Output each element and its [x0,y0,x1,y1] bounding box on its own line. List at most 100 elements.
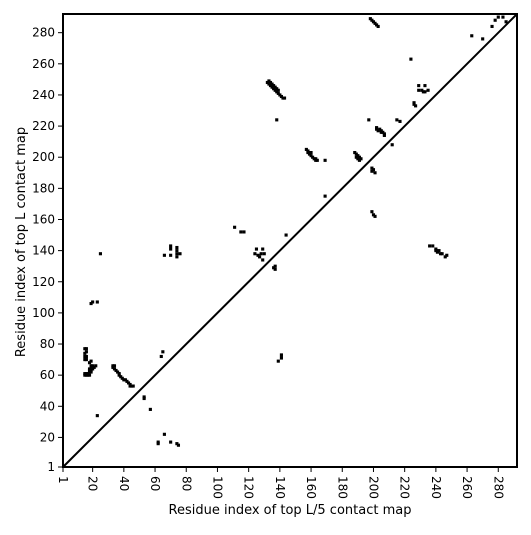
contact-point-upper [390,143,394,147]
y-tick-label: 20 [40,430,55,444]
y-tick-label: 40 [40,399,55,413]
contact-point-upper [359,157,363,161]
contact-point-upper [398,119,402,123]
contact-point-upper [371,20,376,24]
contact-point-lower [279,353,283,357]
contact-point-upper [273,264,277,268]
x-tick-label: 40 [117,476,131,491]
contact-point-lower [84,354,88,359]
contact-point-lower [276,359,280,363]
x-tick-label: 220 [398,476,412,499]
diagonal-line [62,13,518,468]
contact-point-lower [178,252,182,256]
contact-point-upper [284,233,288,237]
x-tick-label: 100 [210,476,224,499]
contact-point-upper [504,20,508,24]
contact-point-upper [493,18,497,22]
y-tick-label: 280 [32,26,55,40]
contact-point-upper [262,252,266,256]
contact-point-upper [426,88,430,92]
contact-point-upper [282,96,287,100]
contact-point-upper [423,84,427,88]
y-tick-label: 220 [32,119,55,133]
contact-point-lower [84,347,88,351]
contact-point-upper [253,252,257,256]
contact-point-upper [309,150,313,155]
x-tick-label: 120 [242,476,256,499]
contact-point-lower [112,364,117,368]
contact-point-upper [261,258,265,262]
contact-point-upper [239,230,243,234]
contact-point-upper [273,267,277,271]
contact-point-upper [496,15,500,19]
y-tick-label: 60 [40,368,55,382]
x-axis: 1 20 40 60 80 100 120 140 160 180 200 220 240 260 280 [56,467,505,499]
contact-point-lower [437,249,441,253]
contact-point-lower [95,300,99,304]
contact-point-lower [176,443,181,447]
contact-point-lower [169,253,173,257]
contact-point-upper [417,84,421,88]
contact-point-upper [258,255,262,259]
contact-point-upper [423,90,427,94]
y-tick-label: 140 [32,244,55,258]
contact-point-upper [376,24,380,29]
contact-point-upper [323,194,327,198]
contact-point-lower [89,359,93,363]
contact-point-upper [481,37,485,41]
contact-point-lower [175,252,179,256]
contact-point-lower [114,368,118,373]
contact-point-lower [84,350,88,354]
contact-point-upper [233,225,237,229]
contact-point-upper [254,247,259,251]
x-axis-label: Residue index of top L/5 contact map [169,503,412,518]
x-tick-label: 200 [366,476,380,499]
contact-point-lower [431,244,435,248]
contact-point-upper [421,90,425,94]
contact-point-upper [414,104,418,108]
contact-point-upper [323,158,327,162]
contact-point-upper [395,118,399,122]
contact-point-upper [490,24,494,29]
contact-point-lower [91,300,95,304]
contact-point-lower [131,384,135,388]
contact-point-upper [315,158,319,162]
x-tick-label: 160 [304,476,318,499]
contact-point-upper [367,118,371,122]
contact-point-upper [279,94,283,99]
y-tick-label: 160 [32,212,55,226]
contact-point-upper [382,133,386,137]
contact-point-upper [412,101,416,105]
contact-point-upper [306,149,310,153]
x-tick-label: 1 [56,476,70,484]
contact-point-lower [95,414,99,418]
x-tick-label: 260 [460,476,474,499]
contact-point-upper [417,88,421,92]
contact-point-upper [275,118,279,122]
contact-point-lower [169,244,173,248]
x-tick-label: 140 [273,476,287,499]
y-tick-label: 1 [47,460,55,474]
contact-point-lower [159,354,163,359]
contact-point-upper [501,15,505,19]
contact-point-lower [445,253,449,257]
x-tick-label: 60 [148,476,162,491]
contact-point-lower [91,364,95,368]
contact-point-upper [428,244,432,248]
y-tick-label: 120 [32,275,55,289]
contact-point-lower [142,395,146,399]
contact-point-lower [94,364,98,368]
x-tick-label: 240 [429,476,443,499]
contact-point-upper [370,210,374,214]
contact-point-lower [98,252,102,256]
contact-point-lower [175,245,179,250]
contact-point-lower [279,356,283,360]
x-tick-label: 80 [179,476,193,491]
y-tick-label: 80 [40,337,55,351]
contact-point-lower [434,247,438,251]
contact-point-lower [169,440,173,444]
y-tick-label: 100 [32,306,55,320]
contact-point-upper [409,57,413,61]
